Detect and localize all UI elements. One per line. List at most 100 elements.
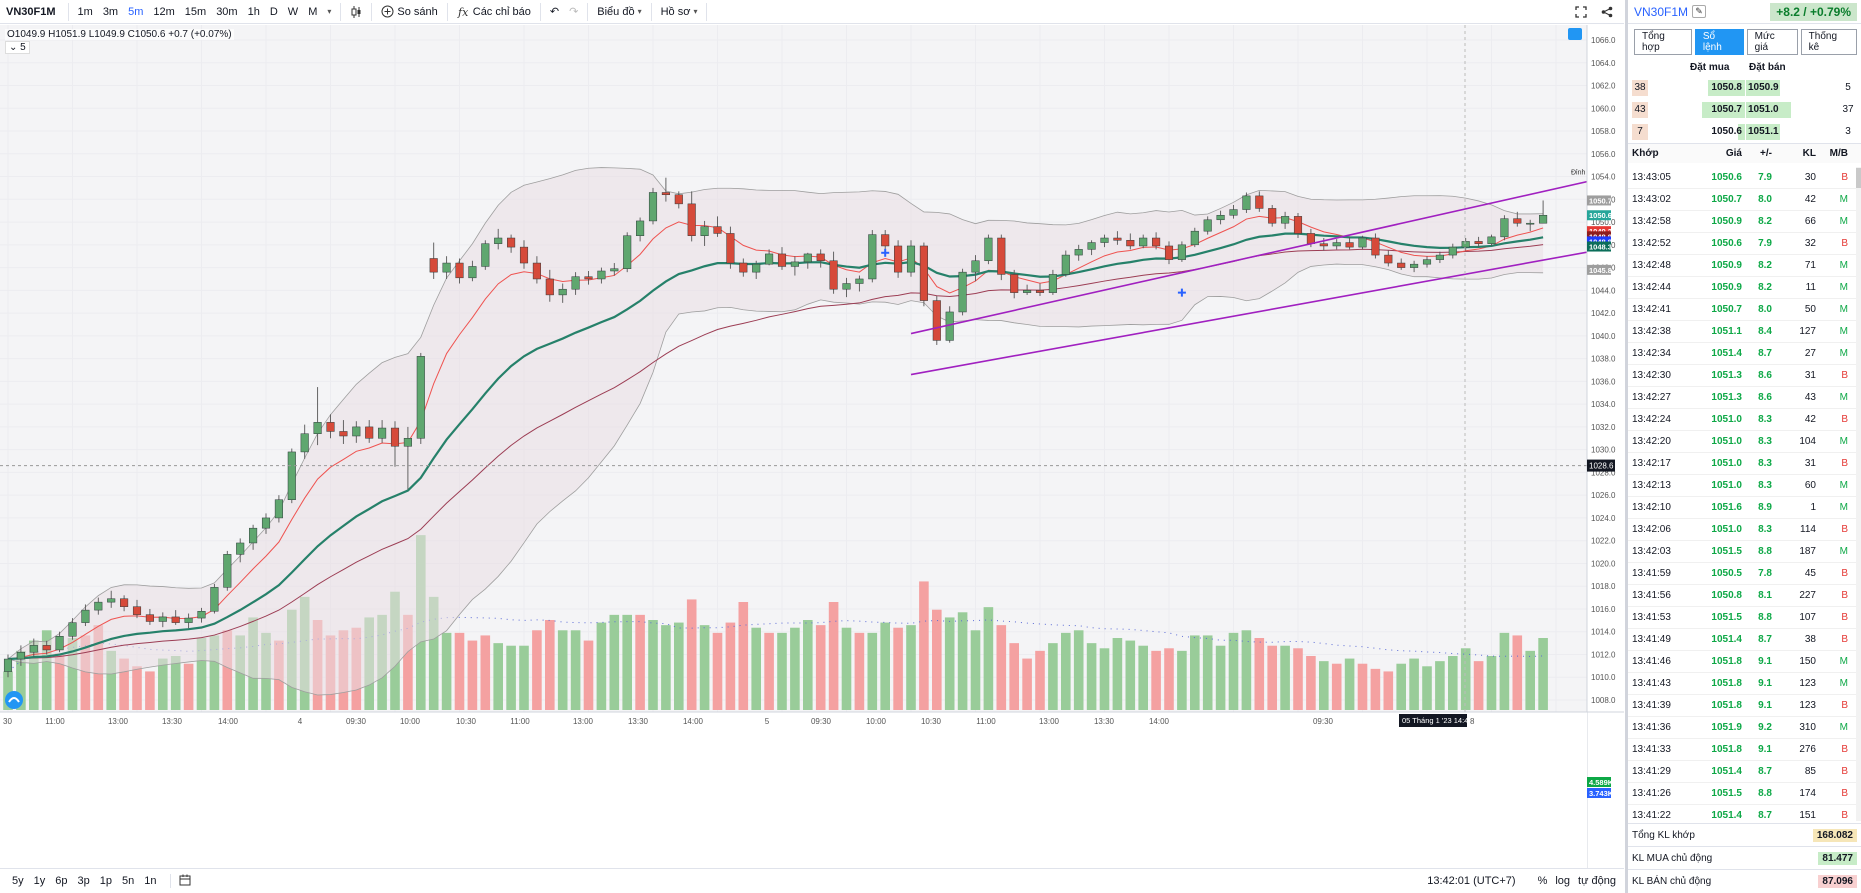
tab-3[interactable]: Thống kê [1800, 29, 1857, 55]
interval-12m[interactable]: 12m [153, 5, 175, 18]
bar-style-button[interactable] [345, 5, 367, 19]
range-5y[interactable]: 5y [12, 875, 24, 887]
ask-price[interactable]: 1050.9 [1748, 82, 1779, 93]
candle-body [1268, 208, 1277, 224]
range-1n[interactable]: 1n [144, 875, 157, 887]
bid-price[interactable]: 1050.7 [1711, 104, 1742, 115]
candle [1074, 244, 1083, 261]
bottom-divider [169, 874, 171, 888]
candle [1461, 238, 1470, 251]
orderbook-row[interactable]: 7 1050.6 1051.1 3 [1628, 121, 1861, 143]
interval-1h[interactable]: 1h [247, 5, 260, 18]
candle [752, 260, 761, 279]
tab-1[interactable]: Sổ lệnh [1694, 29, 1744, 55]
trade-volume: 107 [1799, 612, 1816, 623]
scrollbar-thumb[interactable] [1856, 168, 1861, 188]
trades-list[interactable]: 13:43:05 1050.6 7.9 30 B 13:43:02 1050.7 8.0 42 M… [1628, 167, 1861, 821]
trade-row: 13:43:02 1050.7 8.0 42 M [1628, 189, 1861, 211]
price-chart[interactable]: 1066.0 1064.0 1062.0 1060.0 1058.0 1056.0 1054… [0, 25, 1624, 868]
volume-bar [1448, 656, 1458, 710]
interval-1m[interactable]: 1m [77, 5, 93, 18]
range-1y[interactable]: 1y [33, 875, 46, 887]
trade-side: M [1839, 216, 1848, 227]
volume-tag-label: 4.589K [1589, 778, 1614, 787]
orderbook-row[interactable]: 43 1050.7 1051.0 37 [1628, 99, 1861, 121]
fullscreen-button[interactable] [1570, 5, 1592, 18]
interval-M[interactable]: M [308, 5, 318, 18]
ask-depth-bar [1746, 80, 1780, 96]
profile-button[interactable]: Hồ sơ ▾ [656, 6, 703, 18]
volume-bar [1241, 630, 1252, 710]
candle-body [1487, 236, 1496, 244]
trade-change: 7.9 [1758, 238, 1772, 249]
trade-change: 9.1 [1758, 744, 1772, 755]
time-tick-label: 13:30 [1094, 717, 1115, 726]
tab-0[interactable]: Tổng hợp [1634, 29, 1692, 55]
scrollbar-track[interactable] [1856, 167, 1861, 821]
log-toggle[interactable]: log [1555, 875, 1571, 887]
interval-3m[interactable]: 3m [102, 5, 119, 18]
chart-area[interactable]: 1066.0 1064.0 1062.0 1060.0 1058.0 1056.0 1054… [0, 25, 1624, 868]
candle [171, 610, 180, 625]
trade-side: M [1839, 678, 1848, 689]
volume-bar [1048, 643, 1058, 710]
trade-price: 1050.6 [1711, 238, 1742, 249]
share-button[interactable] [1596, 6, 1618, 18]
candle-body [236, 542, 245, 555]
trade-change: 8.0 [1758, 304, 1772, 315]
candle [816, 249, 825, 268]
interval-15m[interactable]: 15m [184, 5, 207, 18]
trade-price: 1051.9 [1711, 722, 1742, 733]
price-tick-label: 1066.0 [1591, 36, 1616, 45]
trade-time: 13:41:22 [1632, 810, 1671, 821]
compare-button[interactable]: So sánh [376, 5, 442, 18]
candle-body [1074, 249, 1083, 256]
volume-bar [29, 640, 39, 710]
pencil-icon[interactable]: ✎ [1692, 5, 1707, 18]
interval-dropdown-button[interactable]: ▾ [322, 7, 336, 16]
candle [313, 387, 322, 446]
indicators-button[interactable]: ƒx Các chỉ báo [452, 5, 536, 19]
time-tick-label: 14:00 [1149, 717, 1170, 726]
candle-body [1332, 242, 1341, 247]
candle-body [274, 499, 283, 519]
candle-body [1461, 241, 1470, 248]
interval-30m[interactable]: 30m [216, 5, 238, 18]
trade-side: M [1839, 546, 1848, 557]
candle-body [1255, 195, 1264, 209]
ask-price[interactable]: 1051.1 [1748, 126, 1779, 137]
candle-body [1229, 209, 1238, 216]
tab-2[interactable]: Mức giá [1746, 29, 1798, 55]
ask-price[interactable]: 1051.0 [1748, 104, 1779, 115]
range-3p[interactable]: 3p [77, 875, 90, 887]
chevron-down-icon: ▾ [693, 7, 698, 16]
range-5n[interactable]: 5n [122, 875, 135, 887]
bid-price[interactable]: 1050.6 [1711, 126, 1742, 137]
interval-W[interactable]: W [287, 5, 299, 18]
chart-type-button[interactable]: Biểu đồ ▾ [592, 6, 646, 18]
undo-button[interactable]: ↶ [545, 5, 564, 18]
legend-toggle-button[interactable]: ⌄ 5 [5, 41, 30, 54]
volume-bar [661, 625, 671, 710]
interval-5m[interactable]: 5m [128, 5, 144, 18]
range-6p[interactable]: 6p [55, 875, 68, 887]
bid-price[interactable]: 1050.8 [1711, 82, 1742, 93]
interval-D[interactable]: D [269, 5, 278, 18]
volume-bar [545, 620, 555, 710]
volume-bar [1370, 668, 1381, 710]
orderbook-row[interactable]: 38 1050.8 1050.9 5 [1628, 77, 1861, 99]
candle [674, 191, 683, 209]
range-1p[interactable]: 1p [99, 875, 112, 887]
symbol-search-button[interactable]: VN30F1M [6, 5, 56, 18]
percent-toggle[interactable]: % [1537, 875, 1548, 887]
bottom-bar: 5y 1y 6p 3p 1p 5n 1n 13:42:01 (UTC+7) % log tự… [0, 868, 1624, 893]
trade-time: 13:41:46 [1632, 656, 1671, 667]
auto-toggle[interactable]: tự động [1578, 875, 1616, 887]
candle [881, 230, 890, 251]
price-tick-label: 1028.0 [1591, 468, 1616, 477]
redo-button[interactable]: ↷ [564, 5, 583, 18]
price-tag [1587, 195, 1611, 206]
chat-icon[interactable] [1568, 28, 1582, 40]
calendar-button[interactable] [179, 874, 191, 889]
panel-symbol[interactable]: VN30F1M ✎ [1634, 5, 1707, 19]
